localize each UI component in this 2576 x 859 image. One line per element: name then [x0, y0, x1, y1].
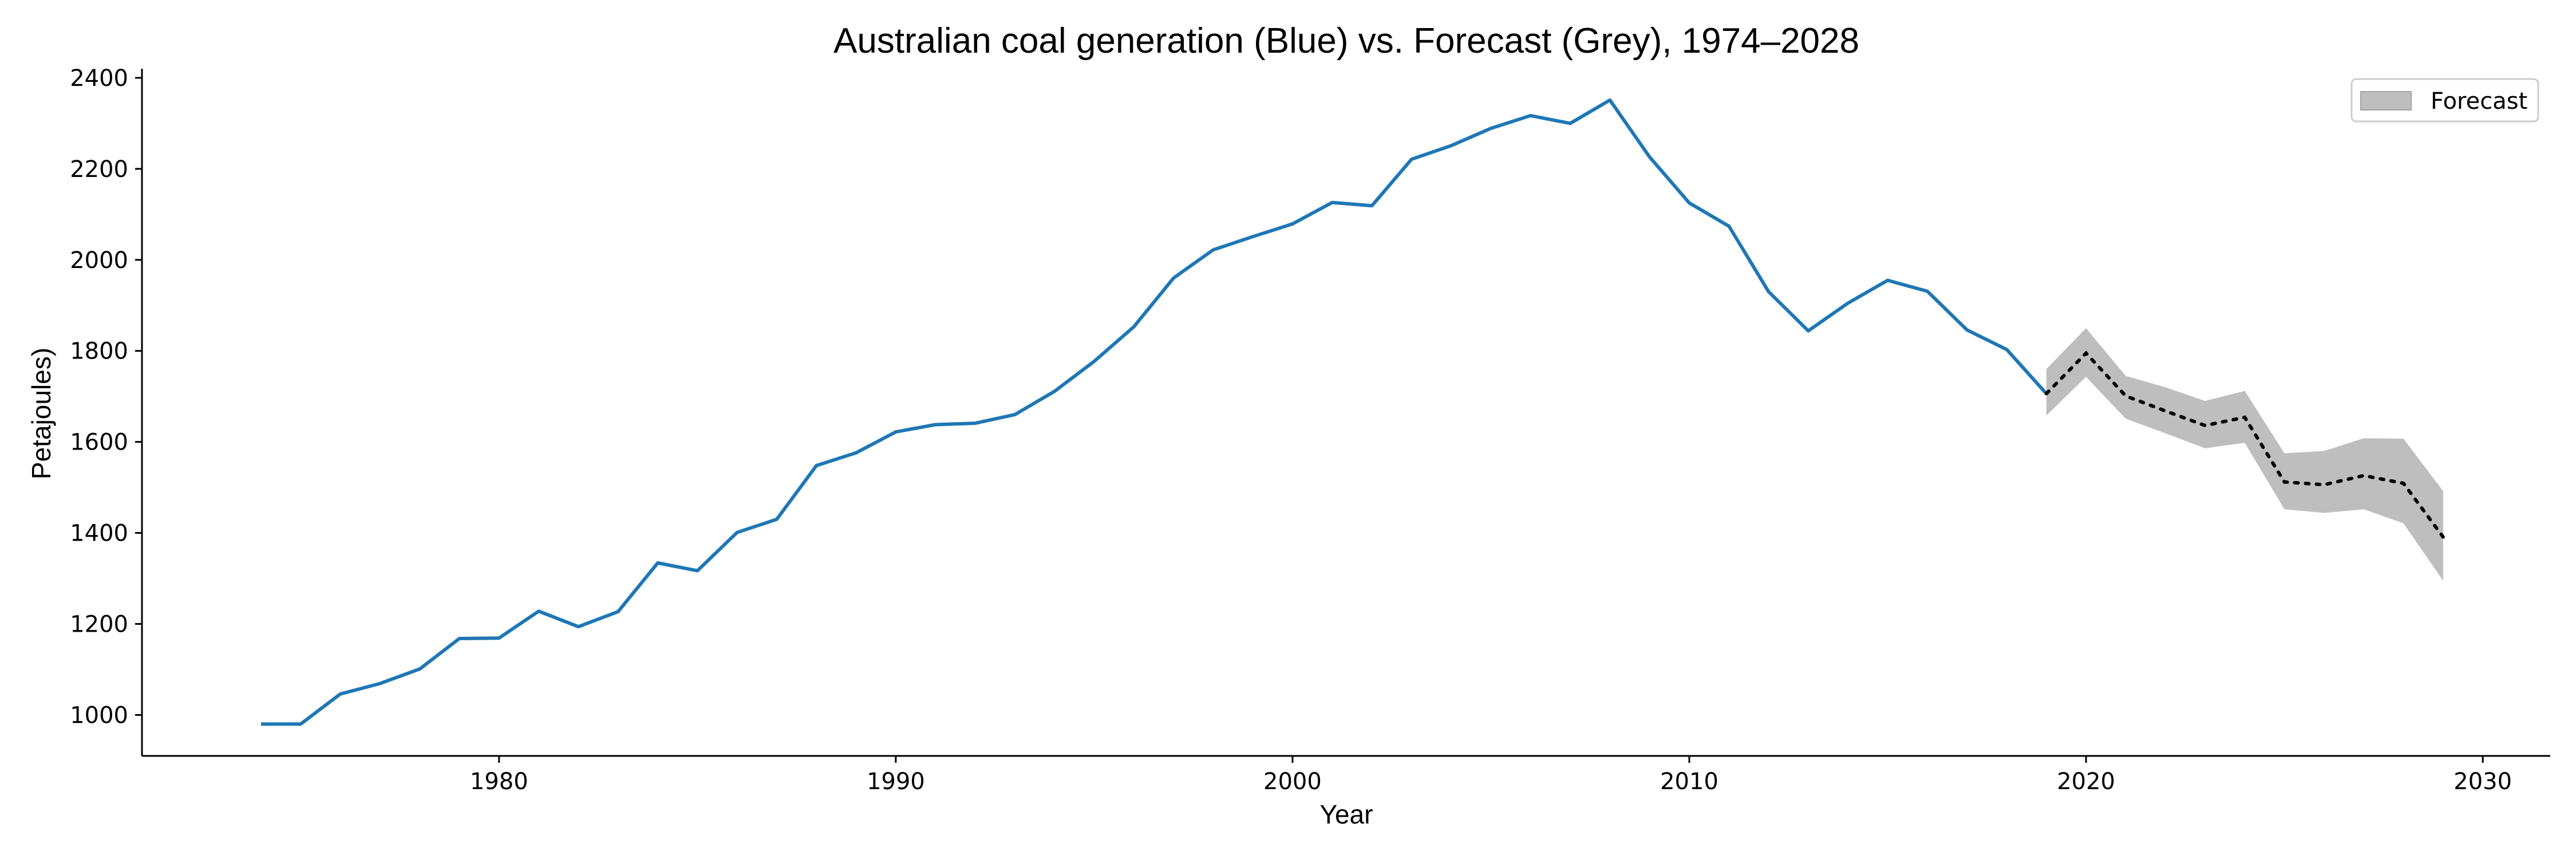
actual-series-line [260, 98, 2048, 726]
y-tick-label: 2400 [70, 65, 128, 92]
x-tick-label: 2020 [2057, 769, 2115, 795]
legend: Forecast [2350, 78, 2539, 123]
axes: 1980 1990 2000 2010 2020 2030 1000 1200 1400 1600… [70, 65, 2550, 795]
x-tick-label: 1980 [470, 769, 528, 795]
legend-forecast-label: Forecast [2431, 88, 2527, 115]
plot-area [260, 98, 2445, 726]
x-tick-label: 2010 [1660, 769, 1718, 795]
y-tick-label: 1800 [70, 338, 128, 365]
x-tick-label: 2000 [1263, 769, 1322, 795]
y-tick-label: 1000 [70, 702, 128, 728]
legend-forecast-swatch [2360, 91, 2412, 111]
x-tick-label: 1990 [867, 769, 925, 795]
x-tick-label: 2030 [2453, 769, 2512, 795]
y-tick-label: 2200 [70, 156, 128, 183]
chart-title: Australian coal generation (Blue) vs. Fo… [833, 21, 1859, 61]
x-axis-label: Year [1320, 799, 1373, 829]
y-tick-label: 1600 [70, 430, 128, 456]
forecast-band [2046, 328, 2443, 581]
y-tick-label: 2000 [70, 247, 128, 274]
forecast-mean-line [2044, 350, 2445, 539]
y-tick-label: 1200 [70, 612, 128, 638]
y-tick-label: 1400 [70, 521, 128, 547]
y-axis-label: Petajoules) [26, 348, 56, 479]
legend-frame [2350, 78, 2539, 123]
